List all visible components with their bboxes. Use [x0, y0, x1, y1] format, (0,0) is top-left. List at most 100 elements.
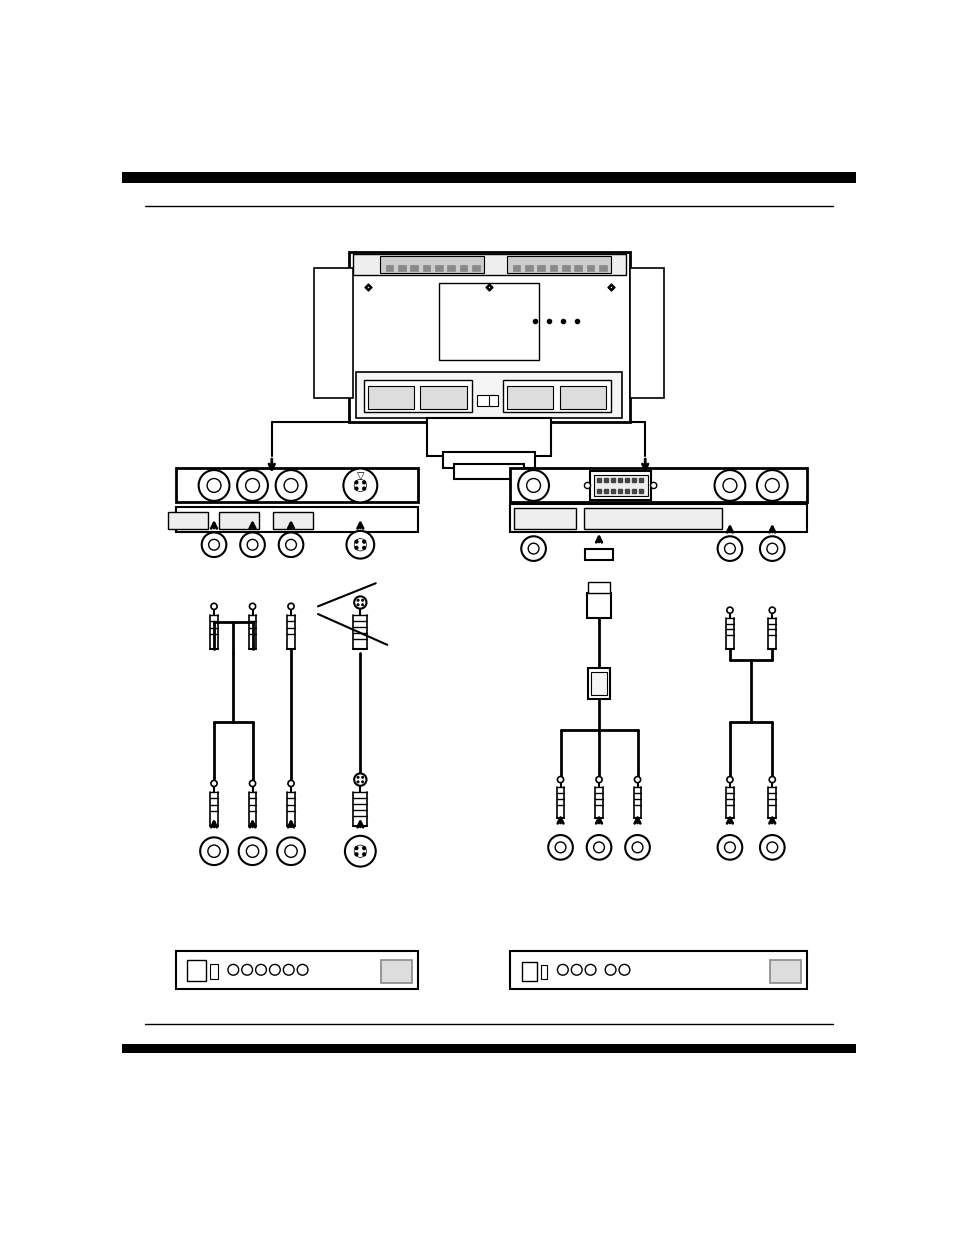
Circle shape — [555, 842, 565, 852]
Circle shape — [760, 835, 783, 860]
Bar — [586, 266, 594, 270]
Circle shape — [355, 487, 357, 490]
Bar — [410, 266, 417, 270]
Bar — [586, 593, 611, 618]
Circle shape — [722, 478, 736, 493]
Circle shape — [650, 483, 656, 489]
Circle shape — [766, 842, 777, 852]
Bar — [502, 380, 610, 412]
Circle shape — [208, 845, 220, 857]
Circle shape — [237, 471, 268, 501]
Bar — [593, 474, 647, 496]
Circle shape — [284, 478, 297, 493]
Circle shape — [362, 487, 365, 490]
Circle shape — [285, 540, 296, 550]
Circle shape — [717, 835, 741, 860]
Circle shape — [624, 835, 649, 860]
Bar — [510, 951, 806, 989]
Circle shape — [288, 781, 294, 787]
Bar — [510, 504, 806, 531]
Circle shape — [355, 852, 357, 856]
Circle shape — [249, 781, 255, 787]
Bar — [427, 417, 550, 456]
Circle shape — [240, 532, 265, 557]
Bar — [314, 268, 353, 399]
Circle shape — [269, 965, 280, 976]
Bar — [187, 960, 206, 982]
Circle shape — [361, 776, 363, 778]
Bar — [769, 960, 800, 983]
Circle shape — [354, 773, 366, 785]
Bar — [368, 387, 414, 409]
Bar — [476, 395, 494, 406]
Bar — [385, 266, 393, 270]
Circle shape — [198, 471, 229, 501]
Circle shape — [571, 965, 581, 976]
Circle shape — [297, 965, 308, 976]
Bar — [510, 468, 806, 503]
Circle shape — [361, 781, 363, 783]
Bar — [589, 471, 651, 500]
Circle shape — [584, 965, 596, 976]
Circle shape — [211, 603, 217, 609]
Circle shape — [520, 536, 545, 561]
Circle shape — [361, 599, 363, 601]
Circle shape — [634, 777, 640, 783]
Circle shape — [593, 842, 604, 852]
Circle shape — [345, 836, 375, 867]
Bar — [447, 266, 455, 270]
Circle shape — [354, 479, 366, 492]
Bar — [381, 960, 412, 983]
Bar — [435, 266, 442, 270]
Bar — [121, 1044, 856, 1053]
Circle shape — [355, 540, 357, 543]
Circle shape — [288, 603, 294, 609]
Circle shape — [768, 777, 775, 783]
Circle shape — [354, 597, 366, 609]
Circle shape — [756, 471, 787, 501]
Circle shape — [557, 777, 563, 783]
Bar — [472, 266, 479, 270]
Circle shape — [356, 776, 358, 778]
Circle shape — [723, 842, 735, 852]
Circle shape — [723, 543, 735, 555]
Bar — [442, 452, 535, 468]
Bar — [121, 172, 856, 183]
Bar — [175, 468, 417, 503]
Circle shape — [760, 536, 783, 561]
Bar — [583, 508, 721, 530]
Bar — [379, 256, 483, 273]
Circle shape — [238, 837, 266, 864]
Circle shape — [604, 965, 616, 976]
Circle shape — [361, 604, 363, 606]
Circle shape — [526, 478, 540, 493]
Bar — [420, 387, 466, 409]
Bar — [537, 266, 544, 270]
Circle shape — [618, 965, 629, 976]
Circle shape — [362, 546, 365, 550]
Bar — [629, 268, 664, 399]
Circle shape — [209, 540, 219, 550]
Bar — [588, 668, 609, 699]
Bar — [513, 266, 520, 270]
Circle shape — [285, 845, 297, 857]
Circle shape — [201, 532, 226, 557]
Circle shape — [717, 536, 741, 561]
Circle shape — [584, 483, 590, 489]
Bar — [175, 951, 417, 989]
Bar — [549, 266, 557, 270]
Circle shape — [528, 543, 538, 555]
Bar — [274, 511, 313, 529]
Circle shape — [356, 599, 358, 601]
Circle shape — [517, 471, 548, 501]
Circle shape — [362, 540, 365, 543]
Text: ▽: ▽ — [356, 471, 364, 480]
Circle shape — [557, 965, 568, 976]
Circle shape — [726, 608, 732, 614]
Bar — [349, 252, 629, 421]
Bar — [591, 672, 606, 695]
Circle shape — [207, 478, 221, 493]
Circle shape — [764, 478, 779, 493]
Bar — [514, 508, 576, 530]
Bar — [356, 372, 621, 417]
